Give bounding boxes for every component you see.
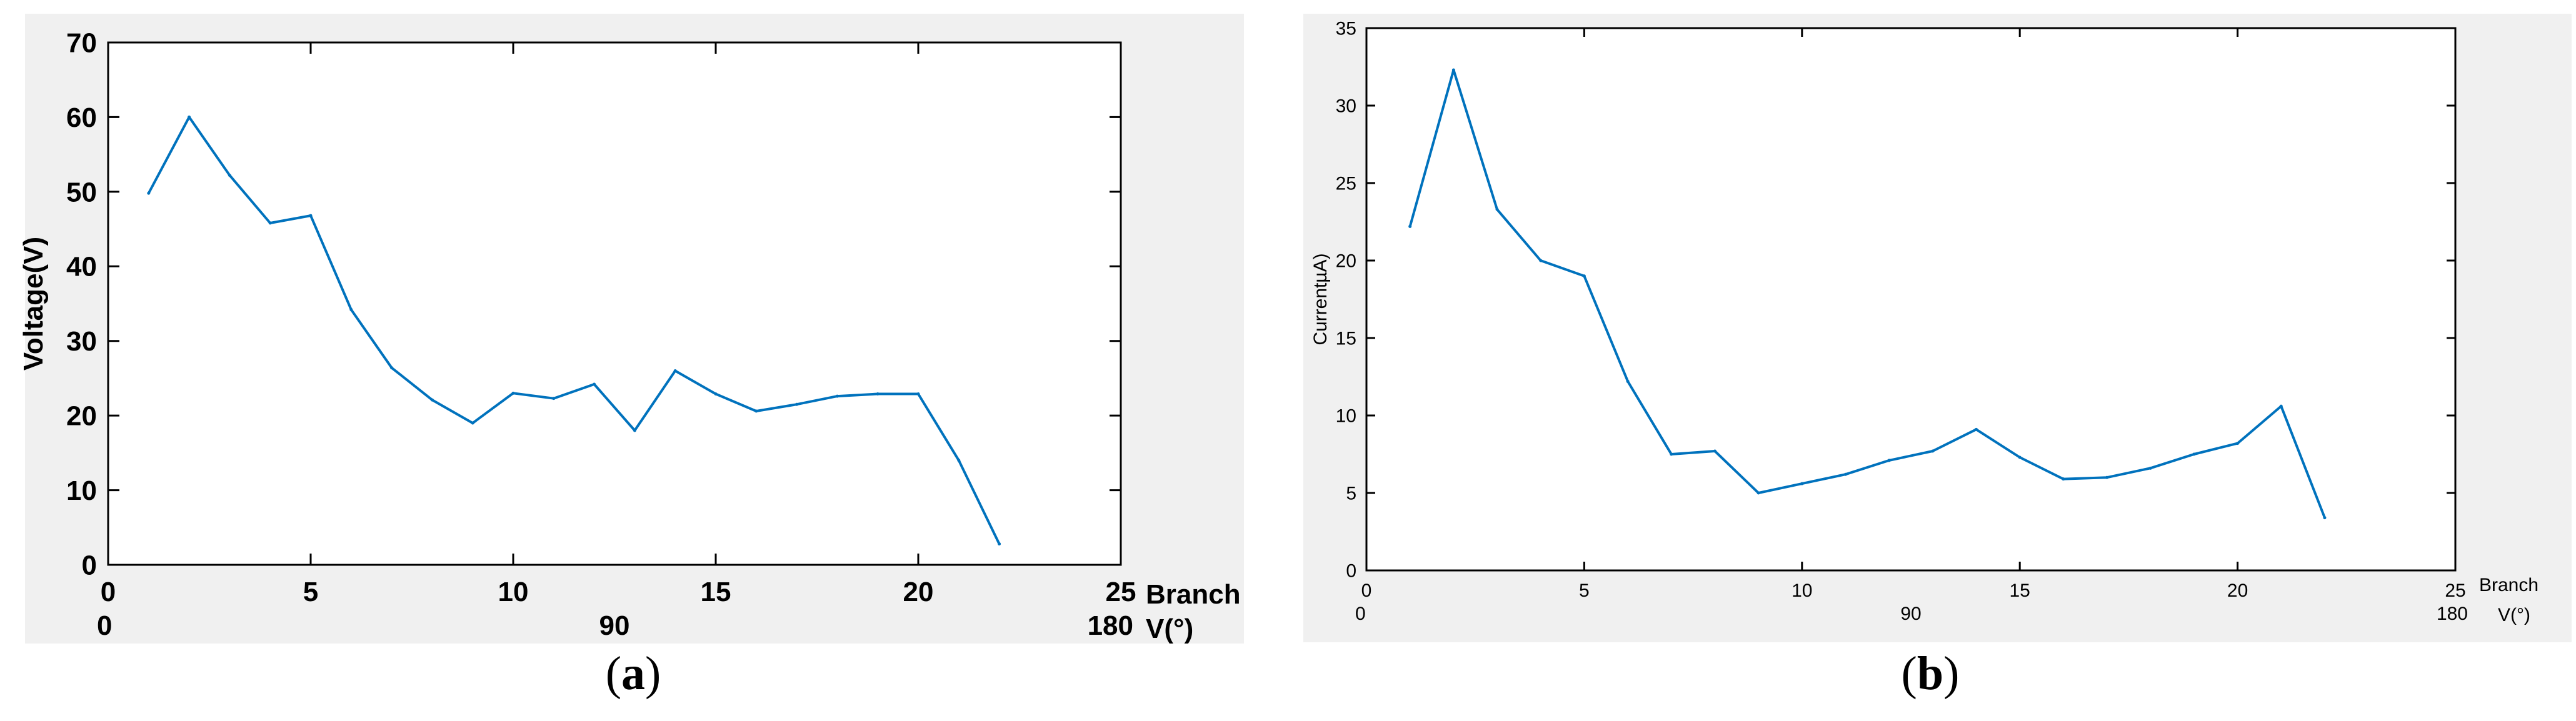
data-point-a bbox=[552, 397, 556, 400]
x-tick-label-b: 10 bbox=[1792, 580, 1812, 601]
secondary-x-label-b: 180 bbox=[2437, 604, 2468, 624]
data-point-a bbox=[228, 174, 231, 177]
y-tick-label-b: 35 bbox=[1336, 19, 1356, 39]
data-point-a bbox=[754, 409, 758, 413]
x-tick-label-a: 5 bbox=[303, 577, 318, 607]
data-point-b bbox=[2192, 452, 2196, 456]
y-tick-label-b: 0 bbox=[1346, 561, 1356, 582]
y-tick-label-b: 15 bbox=[1336, 329, 1356, 349]
data-point-b bbox=[1757, 491, 1760, 495]
x-tick-label-b: 20 bbox=[2227, 580, 2248, 601]
secondary-x-label-a: 0 bbox=[97, 610, 112, 641]
x-axis-label-a: Branch bbox=[1146, 579, 1241, 610]
data-point-b bbox=[1495, 207, 1499, 211]
data-point-b bbox=[1582, 274, 1586, 278]
data-point-b bbox=[1887, 459, 1891, 462]
data-point-a bbox=[390, 366, 394, 370]
y-tick-label-b: 30 bbox=[1336, 96, 1356, 117]
data-point-b bbox=[2323, 516, 2327, 520]
series-line-b bbox=[1408, 69, 2326, 519]
data-point-b bbox=[1539, 259, 1543, 262]
data-point-b bbox=[2148, 466, 2152, 470]
x-tick-label-a: 10 bbox=[498, 577, 529, 607]
data-point-b bbox=[1451, 68, 1455, 72]
y-tick-label-a: 30 bbox=[66, 326, 97, 357]
y-tick-label-a: 20 bbox=[66, 401, 97, 432]
y-tick-label-b: 5 bbox=[1346, 484, 1356, 504]
y-tick-label-b: 20 bbox=[1336, 251, 1356, 272]
secondary-x-label-b: 90 bbox=[1900, 604, 1921, 624]
data-point-a bbox=[916, 392, 920, 396]
data-point-b bbox=[1800, 482, 1804, 485]
y-tick-label-a: 0 bbox=[82, 550, 97, 580]
data-point-a bbox=[593, 382, 596, 386]
data-point-b bbox=[2279, 404, 2283, 408]
data-point-a bbox=[633, 429, 636, 432]
secondary-x-label-b: 0 bbox=[1355, 604, 1366, 624]
y-tick-label-a: 10 bbox=[66, 475, 97, 506]
data-point-a bbox=[714, 392, 718, 396]
data-point-b bbox=[2105, 475, 2109, 479]
data-point-a bbox=[147, 191, 151, 195]
data-point-a bbox=[268, 221, 272, 225]
data-point-b bbox=[1408, 224, 1412, 228]
x-tick-label-b: 0 bbox=[1361, 580, 1372, 601]
data-point-a bbox=[673, 369, 677, 372]
data-point-b bbox=[1713, 449, 1716, 453]
caption-b: (b) bbox=[1901, 647, 1960, 700]
data-point-a bbox=[795, 402, 799, 406]
y-tick-label-b: 10 bbox=[1336, 406, 1356, 427]
data-point-a bbox=[188, 115, 191, 119]
y-tick-label-b: 25 bbox=[1336, 174, 1356, 194]
data-point-b bbox=[1626, 379, 1630, 383]
data-point-b bbox=[1931, 449, 1935, 453]
x-tick-label-a: 20 bbox=[903, 577, 934, 607]
x-tick-label-b: 5 bbox=[1579, 580, 1590, 601]
data-point-b bbox=[2236, 442, 2240, 445]
data-point-b bbox=[1843, 472, 1847, 476]
data-point-a bbox=[309, 214, 313, 217]
data-point-a bbox=[957, 459, 961, 462]
secondary-x-label-a: 90 bbox=[599, 610, 630, 641]
data-point-a bbox=[430, 398, 434, 402]
data-point-b bbox=[2018, 455, 2022, 459]
x-axis-label-b: Branch bbox=[2479, 575, 2538, 595]
data-point-b bbox=[1670, 452, 1673, 456]
y-tick-label-a: 70 bbox=[66, 27, 97, 58]
data-point-a bbox=[349, 308, 353, 312]
data-point-b bbox=[1975, 427, 1978, 431]
data-point-a bbox=[471, 421, 474, 425]
y-tick-label-a: 40 bbox=[66, 252, 97, 282]
caption-a: (a) bbox=[605, 647, 661, 700]
plot-area-b bbox=[1365, 27, 2457, 572]
x-tick-label-b: 25 bbox=[2445, 580, 2465, 601]
y-axis-label-b: CurrentµA) bbox=[1310, 253, 1331, 345]
data-point-a bbox=[835, 394, 839, 398]
x-tick-label-a: 15 bbox=[701, 577, 731, 607]
x-tick-label-b: 15 bbox=[2010, 580, 2030, 601]
secondary-x-unit-a: V(°) bbox=[1146, 614, 1193, 644]
data-point-b bbox=[2062, 477, 2065, 481]
y-tick-label-a: 60 bbox=[66, 102, 97, 133]
y-axis-label-a: Voltage(V) bbox=[18, 237, 49, 370]
secondary-x-unit-b: V(°) bbox=[2498, 605, 2530, 625]
data-point-a bbox=[998, 542, 1001, 546]
secondary-x-label-a: 180 bbox=[1088, 610, 1133, 641]
series-line-a bbox=[147, 116, 1001, 545]
data-point-a bbox=[876, 392, 880, 396]
x-tick-label-a: 25 bbox=[1106, 577, 1136, 607]
y-tick-label-a: 50 bbox=[66, 177, 97, 207]
plot-area-a bbox=[107, 41, 1122, 566]
x-tick-label-a: 0 bbox=[101, 577, 116, 607]
data-point-a bbox=[511, 391, 515, 395]
